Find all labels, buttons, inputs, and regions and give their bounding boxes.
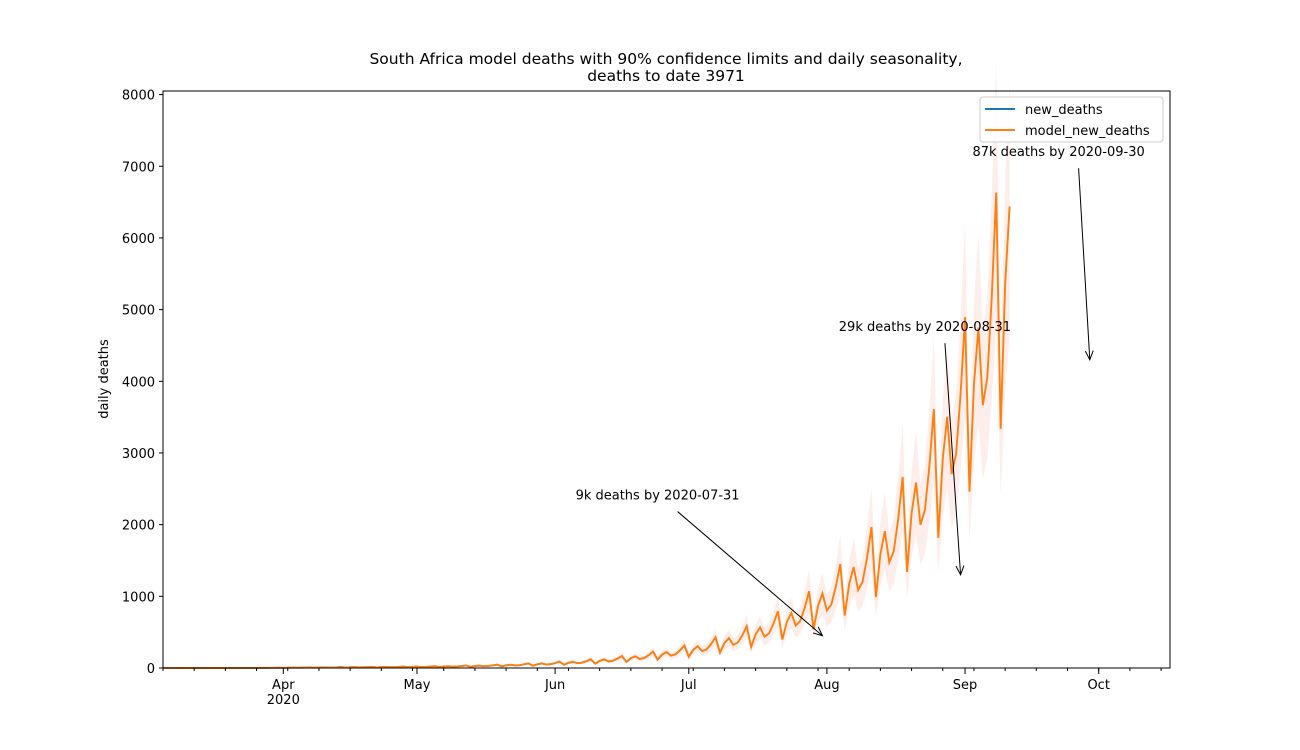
y-tick-label: 0 bbox=[147, 662, 155, 677]
y-tick-label: 2000 bbox=[122, 519, 155, 534]
annotation-label: 9k deaths by 2020-07-31 bbox=[576, 489, 740, 504]
confidence-band-layer bbox=[163, 59, 1010, 668]
x-tick-sublabel: 2020 bbox=[267, 693, 300, 708]
annotation-arrow-line bbox=[677, 511, 823, 637]
annotation-arrow-head bbox=[812, 626, 824, 637]
annotation-arrow-line bbox=[1078, 168, 1091, 360]
series-layer bbox=[163, 192, 1011, 669]
annotation-arrow-line bbox=[944, 343, 962, 575]
x-tick-label: May bbox=[404, 678, 431, 693]
x-tick-label: Sep bbox=[953, 678, 978, 693]
y-tick-label: 3000 bbox=[122, 447, 155, 462]
legend-label-new-deaths: new_deaths bbox=[1025, 103, 1103, 118]
annotation-layer: 9k deaths by 2020-07-31 29k deaths by 202… bbox=[576, 145, 1145, 637]
y-tick-label: 4000 bbox=[122, 375, 155, 390]
series-line-model-new-deaths bbox=[163, 192, 1011, 669]
annotation-arrow-head bbox=[955, 565, 965, 577]
y-axis: 0 1000 2000 3000 4000 5000 6000 7000 8000 bbox=[122, 89, 163, 677]
annotation-label: 87k deaths by 2020-09-30 bbox=[972, 145, 1144, 160]
y-axis-label: daily deaths bbox=[97, 339, 112, 419]
chart-title-line1: South Africa model deaths with 90% confi… bbox=[369, 50, 962, 68]
legend-label-model-new-deaths: model_new_deaths bbox=[1025, 124, 1150, 139]
chart-title-line2: deaths to date 3971 bbox=[587, 67, 745, 85]
legend: new_deaths model_new_deaths bbox=[979, 96, 1164, 143]
y-tick-label: 5000 bbox=[122, 304, 155, 319]
y-tick-label: 6000 bbox=[122, 232, 155, 247]
x-tick-label: Jul bbox=[680, 678, 697, 693]
confidence-band bbox=[163, 59, 1010, 668]
x-tick-label: Jun bbox=[544, 678, 565, 693]
x-tick-label: Apr bbox=[272, 678, 295, 693]
annotation-label: 29k deaths by 2020-08-31 bbox=[839, 320, 1011, 335]
y-tick-label: 7000 bbox=[122, 160, 155, 175]
x-tick-label: Oct bbox=[1087, 678, 1109, 693]
plot-frame bbox=[162, 90, 1171, 669]
y-tick-label: 8000 bbox=[122, 89, 155, 104]
x-tick-label: Aug bbox=[814, 678, 839, 693]
annotation-arrow-head bbox=[1084, 350, 1094, 362]
y-tick-label: 1000 bbox=[122, 590, 155, 605]
legend-box bbox=[979, 96, 1164, 143]
